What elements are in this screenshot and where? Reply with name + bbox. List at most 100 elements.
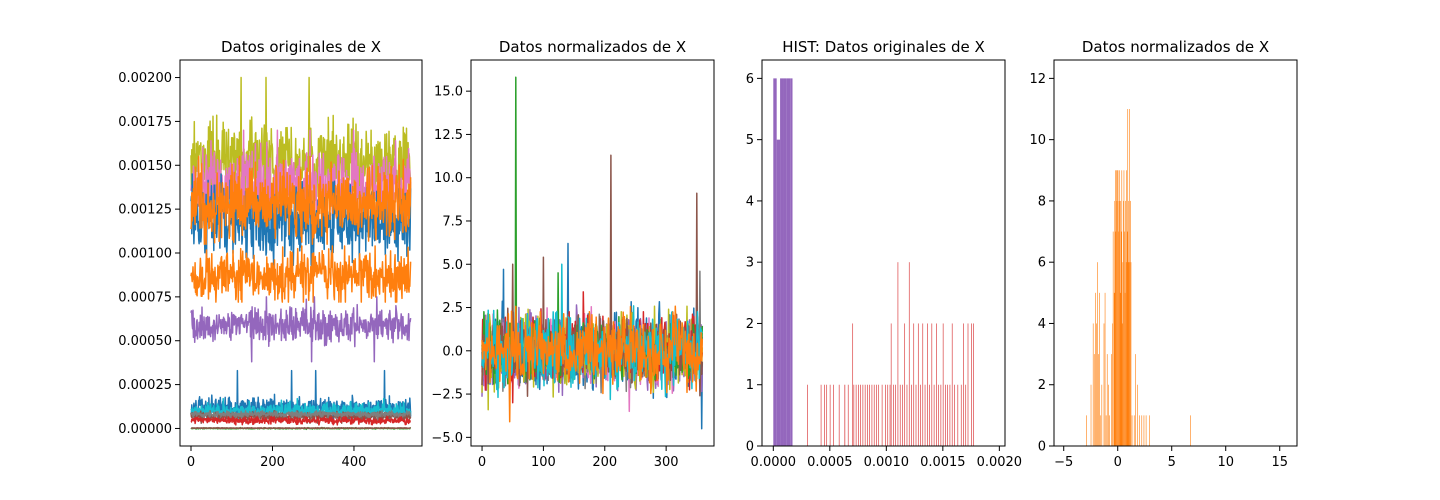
- histogram-bar: [1105, 415, 1107, 446]
- histogram-bar: [965, 384, 967, 446]
- histogram-bar: [920, 384, 921, 446]
- histogram-bar: [783, 78, 787, 446]
- histogram-bar: [838, 384, 840, 446]
- histogram-bar: [1120, 231, 1122, 446]
- panel-line-normalized: Datos normalizados de X 0 100 200 300 −5.0 −2…: [431, 38, 715, 470]
- histogram-bar: [867, 384, 868, 446]
- line-series: [190, 426, 412, 430]
- histogram-bar: [864, 384, 866, 446]
- histogram-bar: [951, 323, 953, 446]
- histogram-bar: [1092, 323, 1094, 446]
- y-tick-label: −5.0: [431, 431, 463, 446]
- histogram-bar: [1115, 170, 1116, 446]
- histogram-bar: [1128, 262, 1130, 446]
- panel-title: Datos normalizados de X: [1082, 38, 1269, 56]
- histogram-bar: [1149, 415, 1150, 446]
- y-tick-label: 2.5: [442, 301, 463, 316]
- histogram-bar: [931, 323, 933, 446]
- histogram-bar: [1096, 323, 1097, 446]
- histogram-bar: [1117, 170, 1119, 446]
- histogram-bar: [1116, 200, 1118, 446]
- histogram-bar: [807, 384, 808, 446]
- histogram-bar: [826, 384, 828, 446]
- y-tick-label: 6: [746, 72, 754, 87]
- histogram-bar: [924, 384, 926, 446]
- histogram-bar: [1103, 323, 1105, 446]
- x-tick-label: 200: [592, 455, 617, 470]
- x-tick-label: 5: [1168, 455, 1176, 470]
- x-tick-label: 0: [478, 455, 486, 470]
- histogram-bar: [929, 384, 930, 446]
- histogram-bar: [908, 262, 910, 446]
- line-series: [481, 305, 704, 423]
- histogram-bar: [899, 384, 901, 446]
- histogram-bar: [915, 384, 917, 446]
- y-tick-label: 0.00050: [118, 334, 172, 349]
- plot-area: [190, 76, 412, 431]
- histogram-bar: [1100, 415, 1102, 446]
- y-tick-label: 5.0: [442, 258, 463, 273]
- histogram-bar: [911, 384, 912, 446]
- histogram-bar: [1123, 200, 1124, 446]
- histogram-bar: [1108, 384, 1109, 446]
- y-tick-label: 4: [746, 194, 754, 209]
- line-series: [190, 155, 412, 245]
- histogram-bar: [844, 384, 846, 446]
- histogram-bar: [1127, 200, 1129, 446]
- y-tick-label: 0.00150: [118, 159, 172, 174]
- histogram-bar: [1118, 200, 1120, 446]
- x-tick-label: 400: [342, 455, 367, 470]
- histogram-bar: [1101, 384, 1103, 446]
- x-tick-label: 0: [187, 455, 195, 470]
- histogram-bar: [936, 323, 937, 446]
- histogram-bar: [917, 323, 919, 446]
- x-tick-label: 0.0005: [807, 455, 853, 470]
- axes-frame: [1053, 59, 1298, 447]
- histogram-bar: [855, 384, 857, 446]
- histogram-bar: [1190, 415, 1191, 446]
- histogram-bar: [960, 384, 962, 446]
- histogram-bar: [1121, 170, 1123, 446]
- y-tick-label: 5: [746, 133, 754, 148]
- y-tick-label: 1: [746, 378, 754, 393]
- histogram-bar: [1122, 262, 1124, 446]
- histogram-bar: [1119, 292, 1121, 446]
- y-tick-label: 0.00100: [118, 247, 172, 262]
- histogram-bar: [1112, 231, 1114, 446]
- histogram-bar: [942, 323, 944, 446]
- x-tick-label: 300: [654, 455, 679, 470]
- histogram-bar: [1111, 354, 1112, 446]
- y-tick-label: 10: [1029, 133, 1046, 148]
- histogram-bar: [1106, 354, 1108, 446]
- plot-area: [1086, 109, 1191, 446]
- y-tick-label: 6: [1038, 256, 1046, 271]
- histogram-bar: [1126, 170, 1127, 446]
- histogram-bar: [860, 384, 861, 446]
- histogram-bar: [1124, 231, 1125, 446]
- plot-area: [481, 76, 704, 430]
- y-tick-label: 12.5: [434, 128, 463, 143]
- histogram-bar: [922, 323, 924, 446]
- y-tick-label: 0: [1038, 440, 1046, 455]
- panel-line-original: Datos originales de X 0 200 400 0.00000 0.00…: [118, 38, 423, 470]
- histogram-bar: [1143, 415, 1145, 446]
- histogram-bar: [1133, 415, 1135, 446]
- panel-title: Datos normalizados de X: [499, 38, 686, 56]
- histogram-bar: [1123, 170, 1125, 446]
- histogram-bar: [885, 384, 886, 446]
- histogram-bar: [829, 384, 831, 446]
- histogram-bar: [1115, 231, 1117, 446]
- y-tick-label: 3: [746, 256, 754, 271]
- histogram-bar: [973, 323, 974, 446]
- y-tick-label: 0.00125: [118, 203, 172, 218]
- histogram-bar: [902, 384, 903, 446]
- histogram-bar: [1122, 323, 1123, 446]
- x-tick-label: 0.0020: [977, 455, 1023, 470]
- histogram-bar: [1093, 354, 1095, 446]
- histogram-bar: [904, 323, 906, 446]
- histogram-bar: [938, 384, 939, 446]
- histogram-bar: [876, 384, 877, 446]
- histogram-bar: [1135, 354, 1136, 446]
- histogram-bar: [780, 78, 784, 446]
